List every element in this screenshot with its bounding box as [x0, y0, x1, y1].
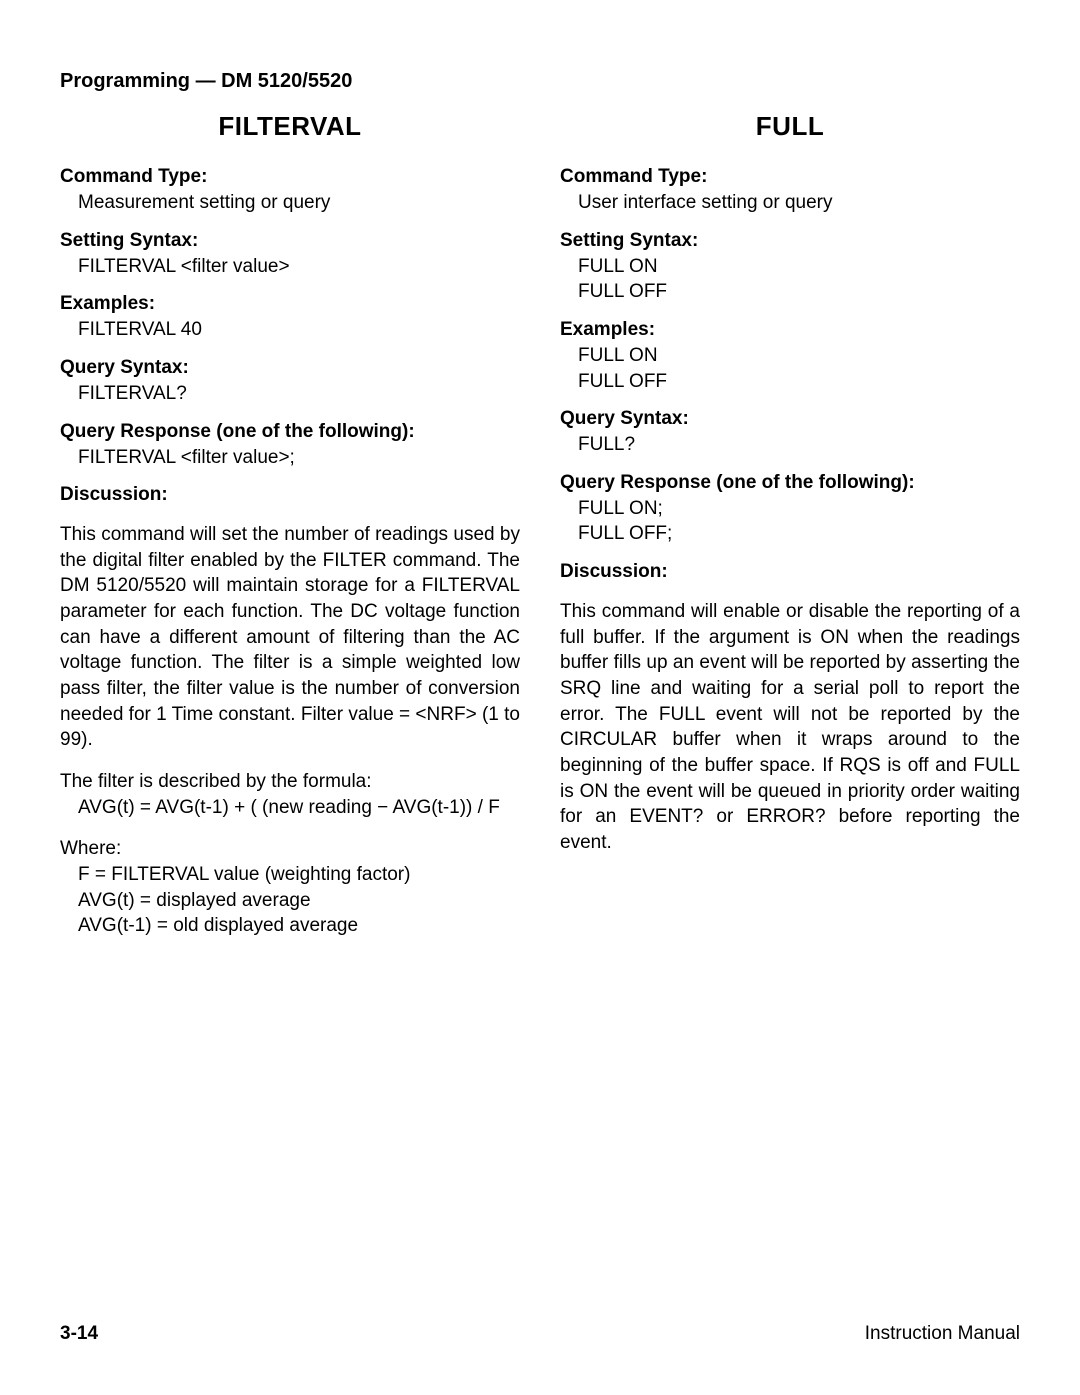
examples-line-2: FULL OFF [578, 369, 1020, 395]
manual-label: Instruction Manual [865, 1323, 1020, 1345]
discussion-paragraph-1: This command will enable or disable the … [560, 599, 1020, 855]
setting-syntax-value: FILTERVAL <filter value> [78, 254, 520, 280]
query-syntax-label: Query Syntax: [560, 408, 1020, 430]
where-line-1: F = FILTERVAL value (weighting factor) [78, 862, 520, 888]
formula-intro: The filter is described by the formula: [60, 769, 520, 795]
page-header: Programming — DM 5120/5520 [60, 70, 1020, 93]
command-type-label: Command Type: [560, 166, 1020, 188]
setting-syntax-values: FULL ON FULL OFF [578, 254, 1020, 305]
discussion-label: Discussion: [60, 484, 520, 506]
query-syntax-value: FILTERVAL? [78, 381, 520, 407]
manual-page: Programming — DM 5120/5520 FILTERVAL Com… [0, 0, 1080, 1395]
where-block: Where: F = FILTERVAL value (weighting fa… [60, 836, 520, 939]
formula-block: The filter is described by the formula: … [60, 769, 520, 820]
two-column-layout: FILTERVAL Command Type: Measurement sett… [60, 111, 1020, 939]
where-label: Where: [60, 836, 520, 862]
command-type-label: Command Type: [60, 166, 520, 188]
right-column: FULL Command Type: User interface settin… [560, 111, 1020, 939]
query-response-label: Query Response (one of the following): [560, 472, 1020, 494]
query-response-value: FILTERVAL <filter value>; [78, 445, 520, 471]
where-line-2: AVG(t) = displayed average [78, 888, 520, 914]
setting-syntax-label: Setting Syntax: [60, 230, 520, 252]
setting-syntax-label: Setting Syntax: [560, 230, 1020, 252]
examples-label: Examples: [560, 319, 1020, 341]
page-footer: 3-14 Instruction Manual [60, 1323, 1020, 1345]
query-syntax-label: Query Syntax: [60, 357, 520, 379]
filterval-title: FILTERVAL [60, 111, 520, 142]
query-syntax-value: FULL? [578, 432, 1020, 458]
examples-values: FULL ON FULL OFF [578, 343, 1020, 394]
query-response-line-2: FULL OFF; [578, 521, 1020, 547]
discussion-label: Discussion: [560, 561, 1020, 583]
examples-value: FILTERVAL 40 [78, 317, 520, 343]
command-type-value: User interface setting or query [578, 190, 1020, 216]
command-type-value: Measurement setting or query [78, 190, 520, 216]
query-response-line-1: FULL ON; [578, 496, 1020, 522]
query-response-label: Query Response (one of the following): [60, 421, 520, 443]
discussion-paragraph-1: This command will set the number of read… [60, 522, 520, 753]
page-number: 3-14 [60, 1323, 98, 1345]
examples-line-1: FULL ON [578, 343, 1020, 369]
formula-expression: AVG(t) = AVG(t-1) + ( (new reading − AVG… [78, 795, 520, 821]
examples-label: Examples: [60, 293, 520, 315]
setting-syntax-line-2: FULL OFF [578, 279, 1020, 305]
where-line-3: AVG(t-1) = old displayed average [78, 913, 520, 939]
setting-syntax-line-1: FULL ON [578, 254, 1020, 280]
left-column: FILTERVAL Command Type: Measurement sett… [60, 111, 520, 939]
query-response-values: FULL ON; FULL OFF; [578, 496, 1020, 547]
full-title: FULL [560, 111, 1020, 142]
